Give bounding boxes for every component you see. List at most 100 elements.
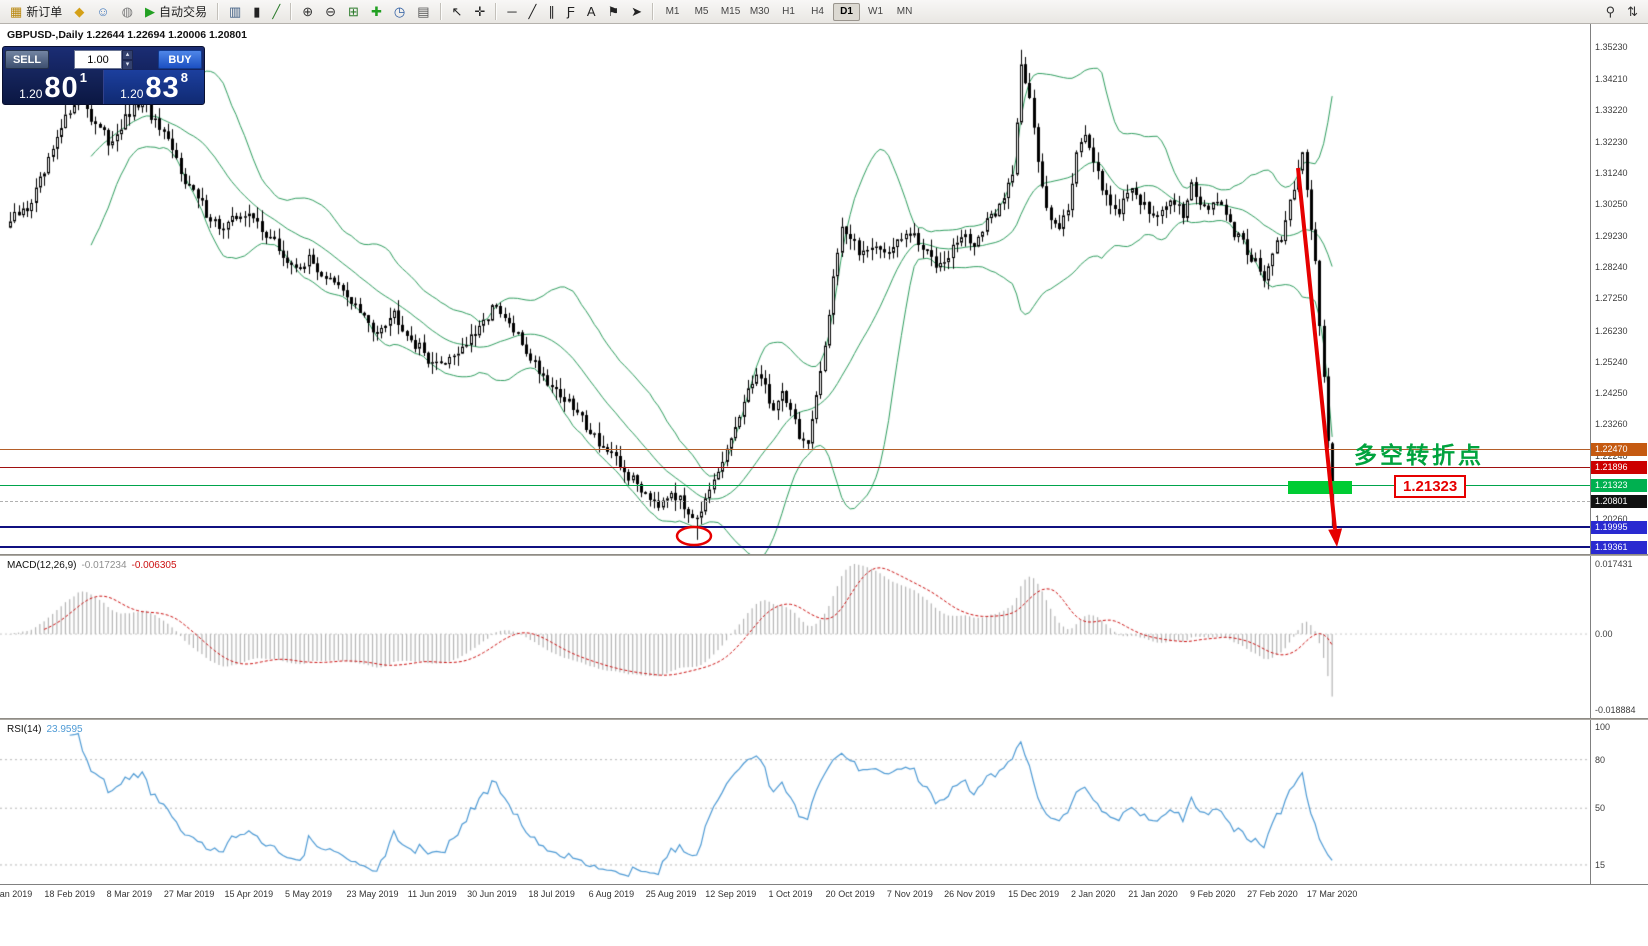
buy-price-int: 1.20	[120, 87, 144, 101]
time-axis[interactable]: 9 Jan 2019 18 Feb 2019 8 Mar 2019 27 Mar 20…	[0, 884, 1648, 904]
line-chart-icon: ╱	[272, 4, 281, 19]
cursor-icon[interactable]: ↖	[447, 2, 468, 22]
price-tick-label: 1.30250	[1595, 198, 1628, 209]
price-tick-label: 1.25240	[1595, 356, 1628, 367]
rsi-axis-label: 15	[1595, 859, 1606, 870]
rsi-axis-label: 80	[1595, 754, 1606, 765]
toolbar-separator	[652, 3, 655, 20]
volume-input[interactable]	[74, 50, 122, 69]
volume-spinner: ▴ ▾	[122, 49, 133, 70]
news-icon[interactable]: ◍	[117, 2, 138, 22]
time-axis-label: 15 Apr 2019	[224, 889, 274, 899]
channel-icon[interactable]: ∥	[543, 2, 560, 22]
price-axis-main[interactable]: 1.35230 1.34210 1.33220 1.32230 1.31240 1.302…	[1590, 24, 1648, 554]
arrows-icon: ➤	[631, 4, 643, 19]
bar-chart-icon[interactable]: ▥	[224, 2, 246, 22]
buy-button[interactable]: BUY	[158, 50, 202, 69]
price-tick-label: 1.35230	[1595, 42, 1628, 52]
new-order-button[interactable]: ▦ 新订单	[5, 2, 67, 22]
search-icon[interactable]: ⚲	[1601, 2, 1621, 22]
text-label-icon[interactable]: ⚑	[602, 2, 624, 22]
price-tick-label: 1.34210	[1595, 74, 1628, 85]
templates-icon[interactable]: ▤	[412, 2, 434, 22]
price-axis-rsi[interactable]: 100 80 50 15	[1590, 720, 1648, 884]
timeframe-h1-button[interactable]: H1	[775, 3, 802, 21]
autotrade-button-label: 自动交易	[158, 5, 207, 19]
connection-icon[interactable]: ⇅	[1622, 2, 1643, 22]
fibonacci-icon: Ƒ	[566, 4, 575, 19]
market-watch-icon: ◆	[74, 4, 85, 19]
indicators-icon[interactable]: ✚	[366, 2, 387, 22]
sell-price-display[interactable]: 1.20 80 1	[3, 70, 104, 104]
volume-increase-button[interactable]: ▴	[122, 49, 133, 60]
autotrade-button[interactable]: ▶ 自动交易	[140, 2, 212, 22]
horizontal-line-icon[interactable]: ─	[502, 2, 521, 22]
time-axis-label: 12 Sep 2019	[705, 889, 757, 899]
zoom-in-icon[interactable]: ⊕	[297, 2, 318, 22]
timeframe-d1-button[interactable]: D1	[833, 2, 861, 21]
sell-button[interactable]: SELL	[5, 50, 49, 69]
macd-panel-canvas[interactable]	[0, 556, 1590, 718]
sell-price-point: 1	[79, 70, 87, 85]
crosshair-icon[interactable]: ✛	[469, 2, 490, 22]
toolbar: ▦ 新订单 ◆ ☺ ◍ ▶ 自动交易 ▥ ▮ ╱ ⊕ ⊖ ⊞ ✚ ◷ ▤ ↖ ✛ ─ ╱ ∥ Ƒ A ⚑ ➤ M1 M5 M15 M30…	[0, 0, 1648, 24]
arrows-icon[interactable]: ➤	[626, 2, 647, 22]
timeframe-m1-button[interactable]: M1	[659, 3, 686, 21]
channel-icon: ∥	[548, 4, 555, 19]
buy-price-display[interactable]: 1.20 83 8	[104, 70, 204, 104]
rsi-panel-canvas[interactable]	[0, 720, 1590, 884]
timeframe-mn-button[interactable]: MN	[891, 3, 918, 21]
autotrade-icon: ▶	[144, 4, 155, 19]
timeframe-m30-button[interactable]: M30	[746, 3, 773, 21]
price-tick-label: 1.24250	[1595, 387, 1628, 398]
toolbar-separator	[495, 3, 498, 20]
rsi-label: RSI(14)	[7, 724, 42, 735]
market-watch-icon[interactable]: ◆	[69, 2, 89, 22]
macd-header: MACD(12,26,9) -0.017234 -0.006305	[7, 560, 177, 571]
time-axis-label: 25 Aug 2019	[645, 889, 697, 899]
line-chart-icon[interactable]: ╱	[267, 2, 285, 22]
candlestick-chart-icon[interactable]: ▮	[248, 2, 265, 22]
zoom-in-icon: ⊕	[302, 4, 314, 19]
price-tag: 1.19995	[1591, 520, 1647, 534]
trendline-icon[interactable]: ╱	[524, 2, 542, 22]
price-tag: 1.21323	[1591, 478, 1647, 492]
period-icon: ◷	[393, 4, 406, 19]
time-axis-label: 15 Dec 2019	[1008, 889, 1060, 899]
panel-splitter[interactable]	[0, 718, 1648, 720]
indicators-icon: ✚	[370, 4, 382, 19]
tile-windows-icon[interactable]: ⊞	[343, 2, 364, 22]
time-axis-label: 17 Mar 2020	[1306, 889, 1358, 899]
price-axis-macd[interactable]: 0.017431 0.00 -0.018884	[1590, 556, 1648, 718]
panel-splitter[interactable]	[0, 554, 1648, 556]
text-icon[interactable]: A	[582, 2, 601, 22]
timeframe-w1-button[interactable]: W1	[862, 3, 889, 21]
connection-icon: ⇅	[1627, 4, 1638, 19]
volume-decrease-button[interactable]: ▾	[122, 59, 133, 70]
price-tick-label: 1.26230	[1595, 325, 1628, 336]
zoom-out-icon[interactable]: ⊖	[320, 2, 341, 22]
buy-price-pips: 83	[145, 72, 180, 104]
macd-axis-label: -0.018884	[1595, 704, 1636, 715]
crosshair-icon: ✛	[474, 4, 486, 19]
bar-chart-icon: ▥	[228, 4, 242, 19]
timeframe-m5-button[interactable]: M5	[688, 3, 715, 21]
time-axis-label: 1 Oct 2019	[768, 889, 813, 899]
timeframe-m15-button[interactable]: M15	[717, 3, 744, 21]
timeframe-h4-button[interactable]: H4	[804, 3, 831, 21]
text-icon: A	[586, 4, 596, 19]
time-axis-label: 27 Mar 2019	[163, 889, 215, 899]
time-axis-label: 11 Jun 2019	[407, 889, 457, 899]
main-chart-canvas[interactable]	[0, 24, 1590, 554]
period-icon[interactable]: ◷	[389, 2, 410, 22]
community-icon[interactable]: ☺	[91, 2, 114, 22]
rsi-value: 23.9595	[46, 724, 83, 735]
price-tag: 1.22470	[1591, 442, 1647, 456]
fibonacci-icon[interactable]: Ƒ	[562, 2, 580, 22]
macd-label: MACD(12,26,9)	[7, 560, 77, 571]
time-axis-label: 20 Oct 2019	[825, 889, 875, 899]
price-tag: 1.20801	[1591, 495, 1647, 509]
time-axis-label: 2 Jan 2020	[1071, 889, 1116, 899]
cursor-icon: ↖	[451, 4, 463, 19]
time-axis-label: 5 May 2019	[285, 889, 333, 899]
